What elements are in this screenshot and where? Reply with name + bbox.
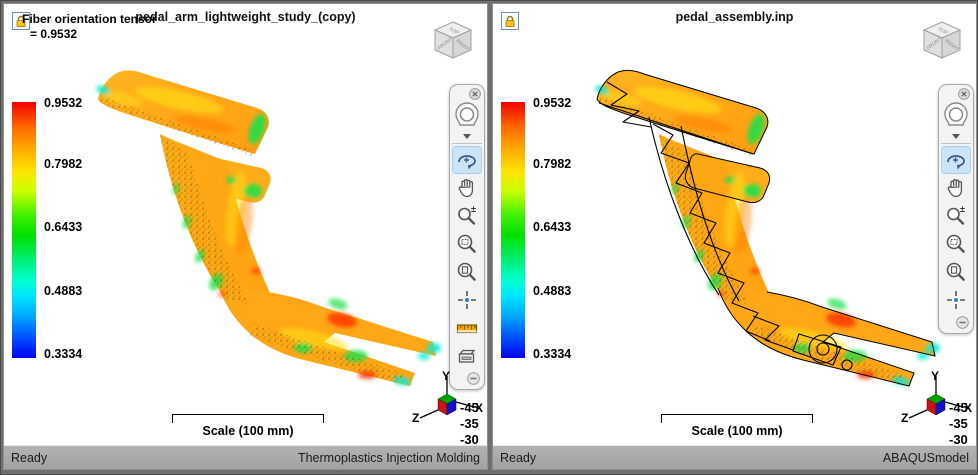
triad-rotation-z: -30 [460, 432, 479, 445]
result-label-line2: = 0.9532 [30, 27, 78, 41]
triad-y-label: Y [931, 370, 939, 383]
model-type-label: ABAQUSmodel [882, 450, 969, 465]
legend-label: 0.7982 [533, 157, 572, 171]
triad-x-label: X [964, 401, 972, 415]
status-bar-right-panel: Ready ABAQUSmodel [493, 445, 976, 469]
legend-label-min: 0.3334 [533, 347, 572, 361]
3d-viewport-left[interactable]: pedal_arm_lightweight_study_(copy) Fiber… [4, 4, 487, 445]
model-type-label: Thermoplastics Injection Molding [297, 450, 480, 465]
lock-icon[interactable] [12, 12, 30, 30]
zoom-window-tool-icon[interactable] [941, 230, 971, 258]
scale-bar: Scale (100 mm) [661, 414, 813, 438]
legend-label-max: 0.9532 [533, 96, 572, 110]
view-cube-top-label: TOP [937, 26, 949, 36]
scale-bar-line [661, 414, 813, 423]
chevron-down-icon[interactable] [951, 132, 961, 140]
triad-x-label: X [475, 401, 483, 415]
pan-tool-icon[interactable] [452, 174, 482, 202]
triad-rotation-y: -35 [460, 416, 479, 431]
axis-triad-icon: Y Z X -45 -35 -30 [412, 370, 483, 445]
triad-y-label: Y [442, 370, 450, 383]
scale-bar-label: Scale (100 mm) [691, 424, 783, 438]
viewport-title: pedal_assembly.inp [675, 10, 794, 24]
result-label: Fiber orientation tensor = 0.9532 [22, 12, 157, 42]
triad-rotation-x: -45 [949, 400, 968, 415]
collapse-icon[interactable] [956, 316, 969, 329]
rotate-tool-icon[interactable] [452, 146, 482, 174]
snapshot-tool-icon[interactable] [452, 342, 482, 370]
result-label-line1: Fiber orientation tensor [22, 12, 157, 26]
color-legend-bar [501, 102, 525, 358]
rotate-tool-icon[interactable] [941, 146, 971, 174]
viewport-title: pedal_arm_lightweight_study_(copy) [135, 10, 356, 24]
viewport-panel-left: pedal_arm_lightweight_study_(copy) Fiber… [3, 3, 488, 470]
triad-rotation-y: -35 [949, 416, 968, 431]
scale-bar: Scale (100 mm) [172, 414, 324, 438]
legend-label: 0.4883 [533, 284, 572, 298]
zoom-fit-tool-icon[interactable] [452, 258, 482, 286]
view-cube[interactable]: TOP FRONT RIGHT [425, 16, 481, 70]
view-toolbar [938, 84, 974, 334]
lock-icon[interactable] [501, 12, 519, 30]
zoom-in-out-tool-icon[interactable] [452, 202, 482, 230]
zoom-in-out-tool-icon[interactable] [941, 202, 971, 230]
spin-center-tool-icon[interactable] [941, 101, 971, 131]
status-text: Ready [500, 450, 537, 465]
legend-label: 0.6433 [533, 220, 572, 234]
viewport-panel-right: pedal_assembly.inp TOP FRONT RIGHT 0.953… [492, 3, 977, 470]
close-icon[interactable] [469, 88, 481, 100]
scale-bar-line [172, 414, 324, 423]
view-cube-top-label: TOP [448, 26, 460, 36]
axis-triad-icon: Y Z X -45 -35 -30 [901, 370, 972, 445]
view-cube[interactable]: TOP FRONT RIGHT [914, 16, 970, 70]
center-view-tool-icon[interactable] [941, 286, 971, 314]
legend-label-max: 0.9532 [44, 96, 83, 110]
pan-tool-icon[interactable] [941, 174, 971, 202]
center-view-tool-icon[interactable] [452, 286, 482, 314]
view-toolbar [449, 84, 485, 390]
measure-tool-icon[interactable] [452, 314, 482, 342]
chevron-down-icon[interactable] [462, 132, 472, 140]
status-text: Ready [11, 450, 48, 465]
spin-center-tool-icon[interactable] [452, 101, 482, 131]
scale-bar-label: Scale (100 mm) [202, 424, 294, 438]
zoom-fit-tool-icon[interactable] [941, 258, 971, 286]
legend-label: 0.4883 [44, 284, 83, 298]
triad-z-label: Z [412, 411, 419, 425]
triad-z-label: Z [901, 411, 908, 425]
triad-rotation-z: -30 [949, 432, 968, 445]
legend-label-min: 0.3334 [44, 347, 83, 361]
legend-label: 0.7982 [44, 157, 83, 171]
color-legend: 0.9532 0.7982 0.6433 0.4883 0.3334 [12, 96, 83, 362]
zoom-window-tool-icon[interactable] [452, 230, 482, 258]
legend-label: 0.6433 [44, 220, 83, 234]
status-bar-left-panel: Ready Thermoplastics Injection Molding [4, 445, 487, 469]
triad-rotation-x: -45 [460, 400, 479, 415]
color-legend-bar [12, 102, 36, 358]
3d-viewport-right[interactable]: pedal_assembly.inp TOP FRONT RIGHT 0.953… [493, 4, 976, 445]
close-icon[interactable] [958, 88, 970, 100]
color-legend: 0.9532 0.7982 0.6433 0.4883 0.3334 [501, 96, 572, 362]
